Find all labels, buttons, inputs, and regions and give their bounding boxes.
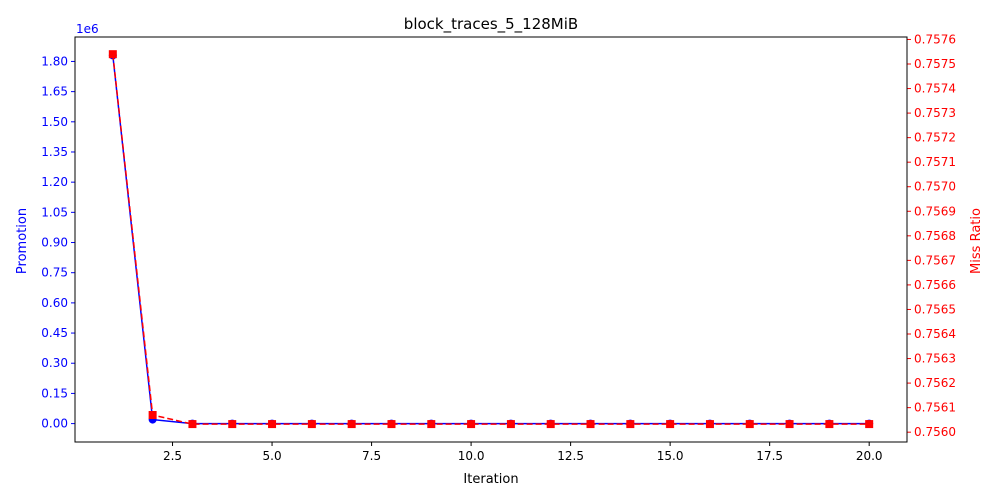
miss-ratio-point: [387, 420, 396, 429]
miss-ratio-point: [108, 50, 117, 59]
miss-ratio-point: [506, 420, 515, 429]
miss-ratio-point: [307, 420, 316, 429]
right-y-tick-label: 0.7574: [914, 82, 956, 96]
right-y-tick-label: 0.7566: [914, 278, 956, 292]
miss-ratio-point: [427, 420, 436, 429]
miss-ratio-point: [666, 420, 675, 429]
miss-ratio-point: [228, 420, 237, 429]
miss-ratio-point: [467, 420, 476, 429]
right-y-tick-label: 0.7562: [914, 376, 956, 390]
left-y-tick-label: 1.65: [41, 85, 68, 99]
x-tick-label: 10.0: [458, 449, 485, 463]
right-axis-label: Miss Ratio: [969, 208, 984, 274]
left-axis-offset-label: 1e6: [76, 22, 99, 36]
right-y-tick-label: 0.7572: [914, 131, 956, 145]
right-y-tick-label: 0.7575: [914, 57, 956, 71]
left-y-tick-label: 1.50: [41, 115, 68, 129]
x-tick-label: 15.0: [657, 449, 684, 463]
left-y-tick-label: 0.15: [41, 386, 68, 400]
right-y-tick-label: 0.7565: [914, 302, 956, 316]
miss-ratio-point: [268, 420, 277, 429]
miss-ratio-point: [586, 420, 595, 429]
miss-ratio-point: [705, 420, 714, 429]
miss-ratio-point: [188, 420, 197, 429]
x-tick-label: 5.0: [263, 449, 282, 463]
left-y-tick-label: 1.20: [41, 175, 68, 189]
left-y-tick-label: 0.60: [41, 296, 68, 310]
miss-ratio-point: [785, 420, 794, 429]
left-y-tick-label: 0.45: [41, 326, 68, 340]
left-y-tick-label: 1.35: [41, 145, 68, 159]
miss-ratio-point: [865, 420, 874, 429]
right-y-tick-label: 0.7567: [914, 253, 956, 267]
right-y-tick-label: 0.7569: [914, 204, 956, 218]
right-y-tick-label: 0.7576: [914, 32, 956, 46]
miss-ratio-point: [148, 411, 157, 419]
right-y-tick-label: 0.7568: [914, 229, 956, 243]
plot-layer: 2.5 5.0 7.5 10.0 12.5 15.0 17.5 20.0 0.00 0.15 0.3…: [41, 32, 956, 463]
right-y-tick-label: 0.7563: [914, 352, 956, 366]
right-y-tick-label: 0.7573: [914, 106, 956, 120]
right-y-tick-label: 0.7564: [914, 327, 956, 341]
plot-frame: [74, 36, 908, 443]
x-axis-label: Iteration: [463, 472, 518, 487]
x-tick-label: 17.5: [756, 449, 783, 463]
left-y-tick-label: 0.00: [41, 417, 68, 431]
left-y-tick-label: 1.80: [41, 54, 68, 68]
chart-title: block_traces_5_128MiB: [404, 15, 578, 34]
left-axis-label: Promotion: [15, 208, 30, 274]
left-y-tick-label: 0.75: [41, 266, 68, 280]
x-tick-label: 7.5: [362, 449, 381, 463]
miss-ratio-point: [745, 420, 754, 429]
left-y-tick-label: 0.30: [41, 356, 68, 370]
right-y-tick-label: 0.7571: [914, 155, 956, 169]
x-tick-label: 20.0: [856, 449, 883, 463]
x-tick-label: 2.5: [163, 449, 182, 463]
miss-ratio-point: [626, 420, 635, 429]
series-line-miss-ratio: [112, 54, 870, 425]
right-y-tick-label: 0.7570: [914, 180, 956, 194]
miss-ratio-point: [546, 420, 555, 429]
miss-ratio-point: [347, 420, 356, 429]
right-y-tick-label: 0.7561: [914, 401, 956, 415]
miss-ratio-point: [825, 420, 834, 429]
left-y-tick-label: 1.05: [41, 205, 68, 219]
right-y-tick-label: 0.7560: [914, 425, 956, 439]
x-tick-label: 12.5: [557, 449, 584, 463]
left-y-tick-label: 0.90: [41, 236, 68, 250]
